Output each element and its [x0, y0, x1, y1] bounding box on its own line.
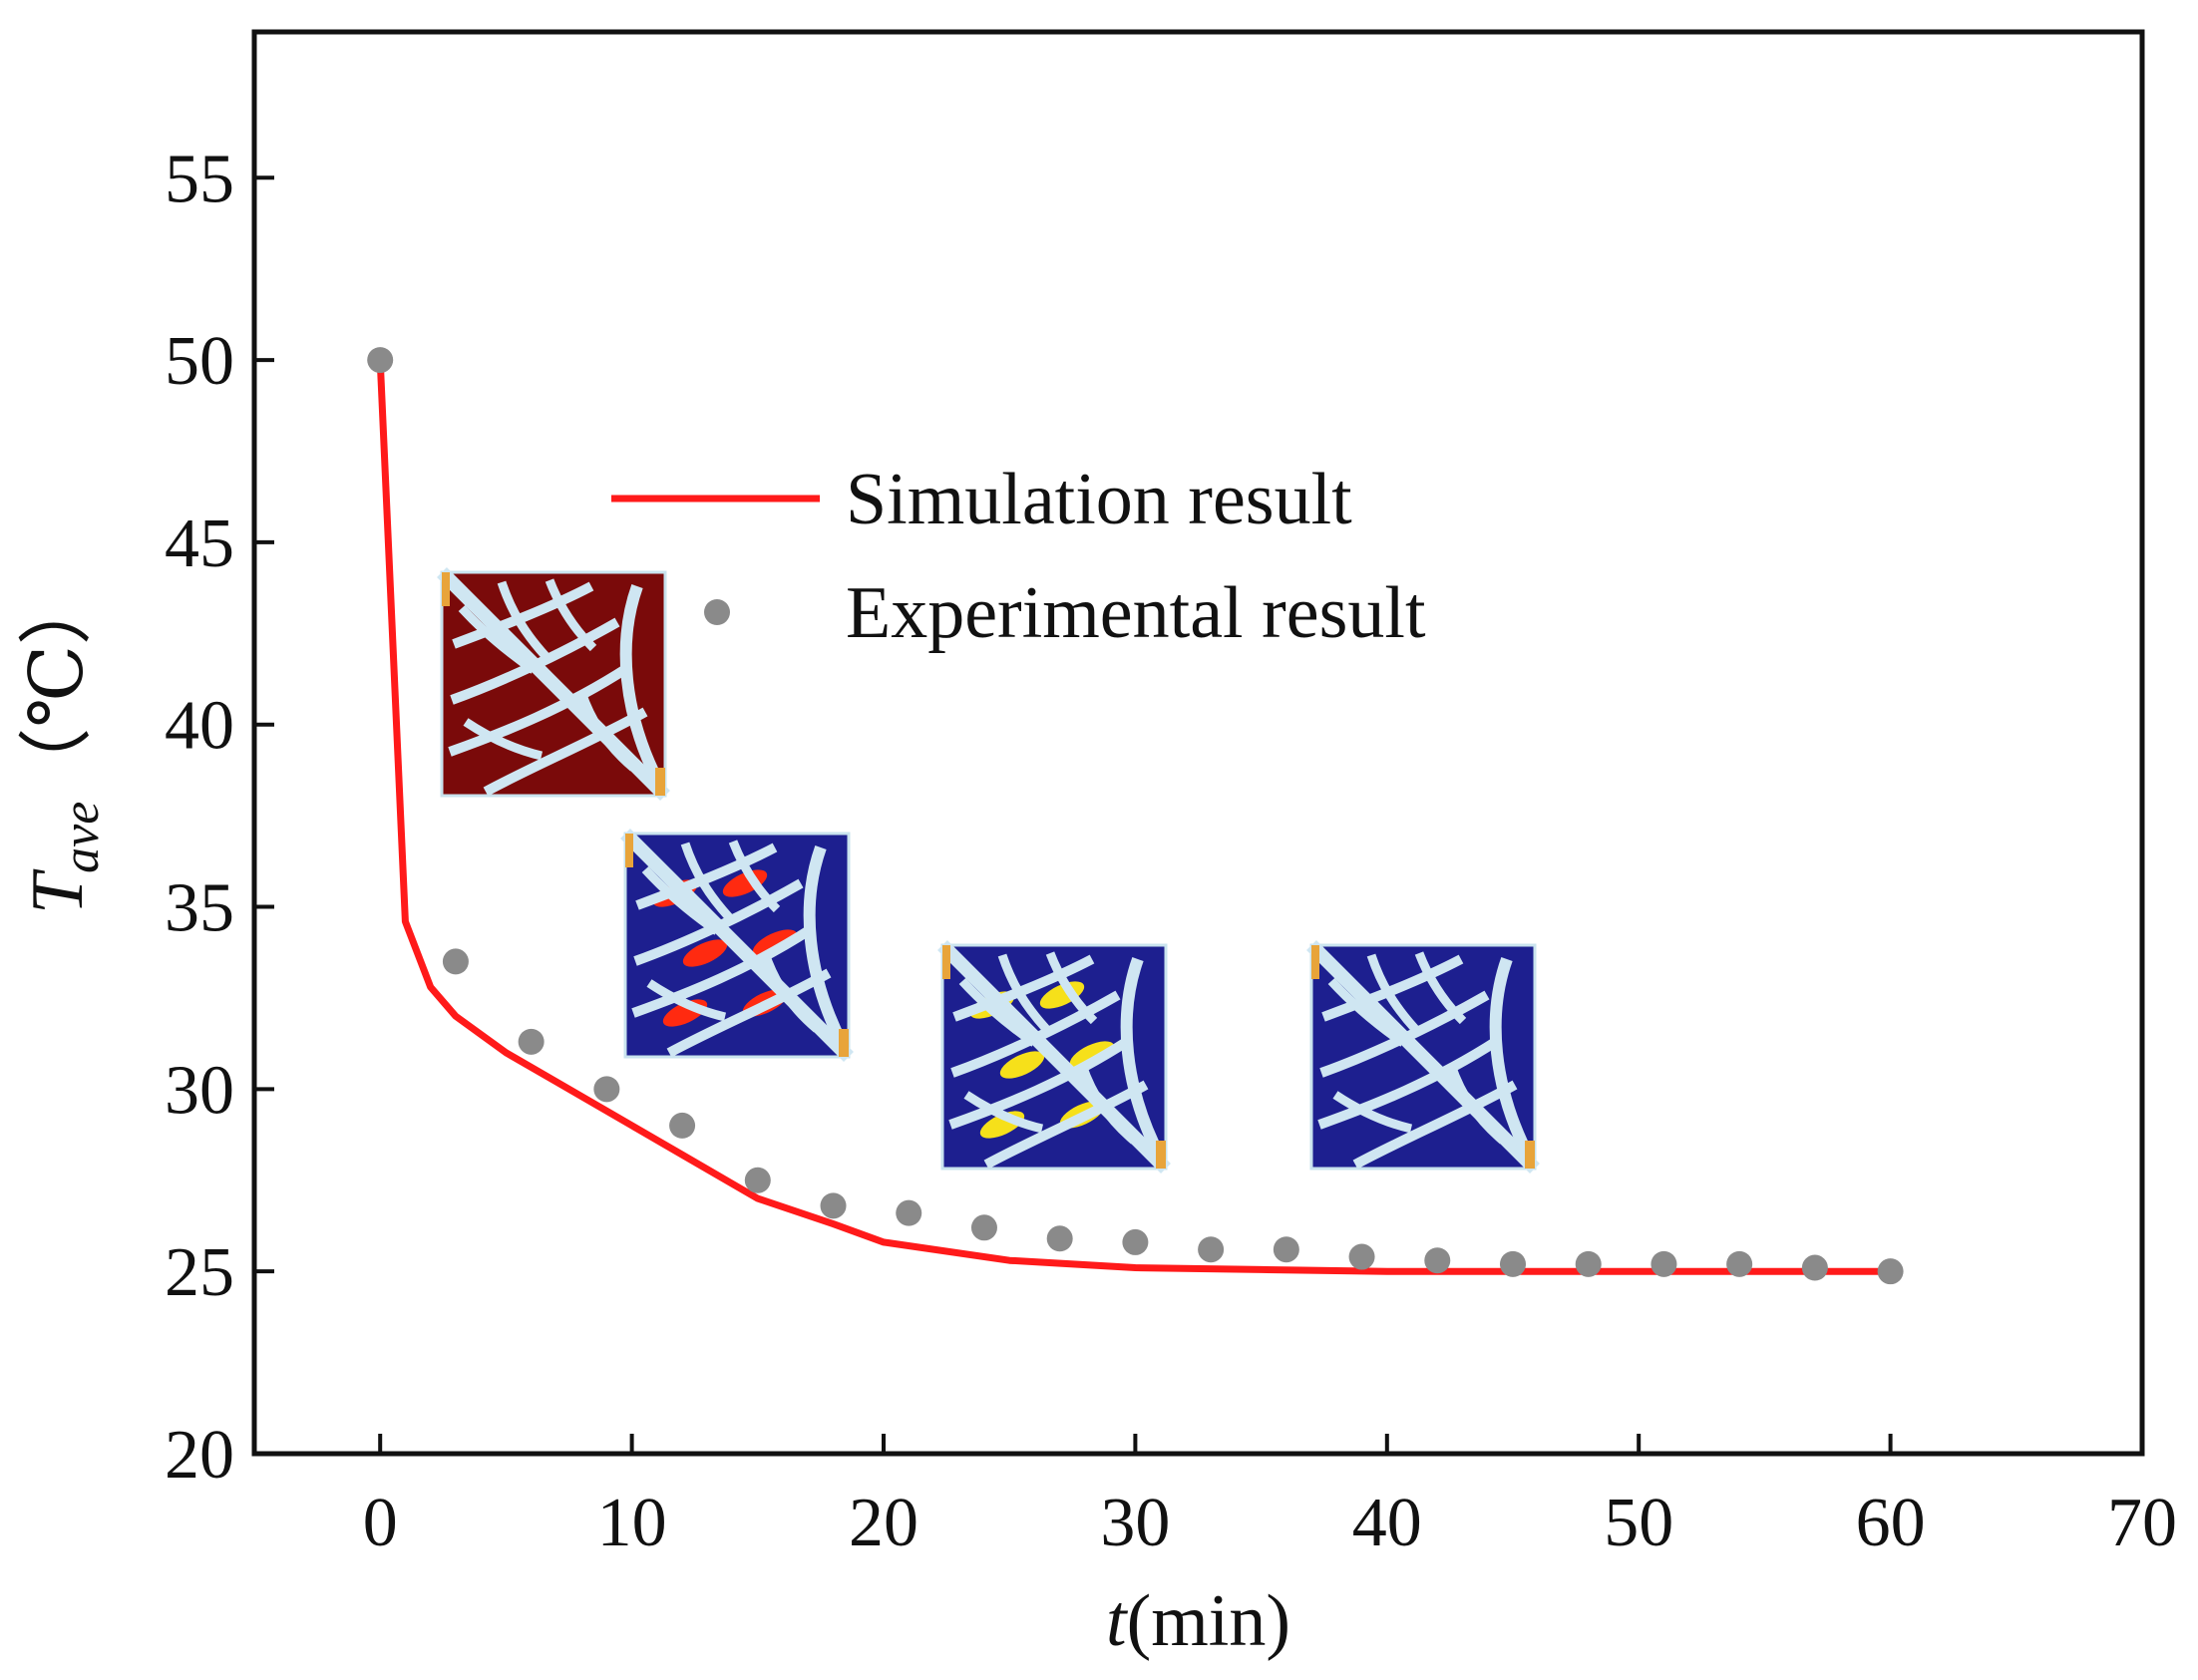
- y-tick-label: 50: [165, 323, 234, 400]
- plot-frame: [251, 29, 2145, 1457]
- x-tick-label: 60: [1856, 1485, 1926, 1561]
- inset-outlet-marker: [839, 1029, 849, 1057]
- x-tick-label: 10: [597, 1485, 667, 1561]
- temperature-field-inset-1: [442, 572, 665, 796]
- experimental-result-point: [1726, 1250, 1753, 1277]
- legend-experimental-label: Experimental result: [846, 572, 1426, 654]
- experimental-result-point: [669, 1112, 696, 1139]
- experimental-result-point: [1801, 1254, 1828, 1281]
- inset-hot-region: [999, 1051, 1045, 1079]
- experimental-result-point: [1046, 1225, 1073, 1252]
- temperature-field-inset-4: [1311, 945, 1535, 1169]
- experimental-result-point: [970, 1214, 997, 1241]
- experimental-result-point: [1575, 1250, 1602, 1277]
- inset-hot-region: [722, 869, 768, 897]
- plot-area: [367, 347, 1904, 1285]
- x-axis-title-var: t: [1106, 1580, 1129, 1662]
- x-tick-label: 20: [849, 1485, 918, 1561]
- y-tick-label: 45: [165, 505, 234, 582]
- experimental-result-point: [896, 1199, 922, 1226]
- inset-inlet-marker: [625, 834, 633, 867]
- inset-outlet-marker: [1525, 1141, 1535, 1169]
- inset-hot-region: [682, 939, 728, 967]
- inset-outlet-marker: [655, 768, 665, 796]
- experimental-result-point: [1877, 1258, 1904, 1285]
- experimental-result-point: [1198, 1236, 1225, 1263]
- experimental-result-point: [744, 1167, 771, 1193]
- y-tick-label: 35: [165, 870, 234, 947]
- legend-experimental-swatch: [704, 599, 730, 625]
- temperature-field-inset-3: [942, 945, 1166, 1169]
- y-tick-label: 30: [165, 1052, 234, 1129]
- experimental-result-point: [820, 1192, 847, 1219]
- experimental-result-point: [442, 948, 469, 975]
- x-tick-label: 50: [1604, 1485, 1673, 1561]
- axes: 0 10 20 30 40 50 60 70 20 25 30 35 40 45 50 55 t(min) Tav…: [17, 29, 2177, 1662]
- inset-inlet-marker: [1311, 945, 1319, 979]
- experimental-result-point: [518, 1028, 545, 1055]
- experimental-result-point: [1348, 1243, 1375, 1270]
- legend: Simulation result Experimental result: [611, 459, 1426, 654]
- y-axis-title: Tave（℃）: [17, 571, 110, 914]
- experimental-result-point: [1122, 1228, 1149, 1255]
- y-tick-label: 25: [165, 1234, 234, 1311]
- insets: [442, 572, 1535, 1169]
- x-tick-label: 30: [1100, 1485, 1170, 1561]
- y-axis-title-subscript: ave: [53, 802, 110, 873]
- experimental-result-point: [367, 347, 394, 374]
- experimental-result-point: [1273, 1236, 1299, 1263]
- inset-hot-region: [752, 929, 798, 957]
- inset-inlet-marker: [942, 945, 950, 979]
- x-axis-title-unit: (min): [1127, 1580, 1290, 1662]
- temperature-field-inset-2: [625, 834, 849, 1057]
- experimental-result-point: [1650, 1250, 1677, 1277]
- x-tick-label: 0: [363, 1485, 398, 1561]
- legend-simulation-label: Simulation result: [846, 459, 1352, 540]
- inset-outlet-marker: [1156, 1141, 1166, 1169]
- inset-hot-region: [1069, 1041, 1115, 1069]
- experimental-result-point: [1500, 1250, 1526, 1277]
- y-tick-label: 55: [165, 141, 234, 217]
- y-axis-title-var: T: [17, 868, 99, 914]
- y-axis-title-unit: （℃）: [17, 571, 99, 802]
- experimental-result-point: [593, 1076, 620, 1103]
- y-tick-label: 20: [165, 1417, 234, 1494]
- y-tick-label: 40: [165, 688, 234, 765]
- x-axis-title: t(min): [1106, 1580, 1290, 1662]
- inset-inlet-marker: [442, 572, 450, 606]
- inset-hot-region: [1039, 981, 1085, 1009]
- x-tick-label: 70: [2107, 1485, 2177, 1561]
- x-tick-label: 40: [1352, 1485, 1422, 1561]
- experimental-result-point: [1424, 1247, 1451, 1274]
